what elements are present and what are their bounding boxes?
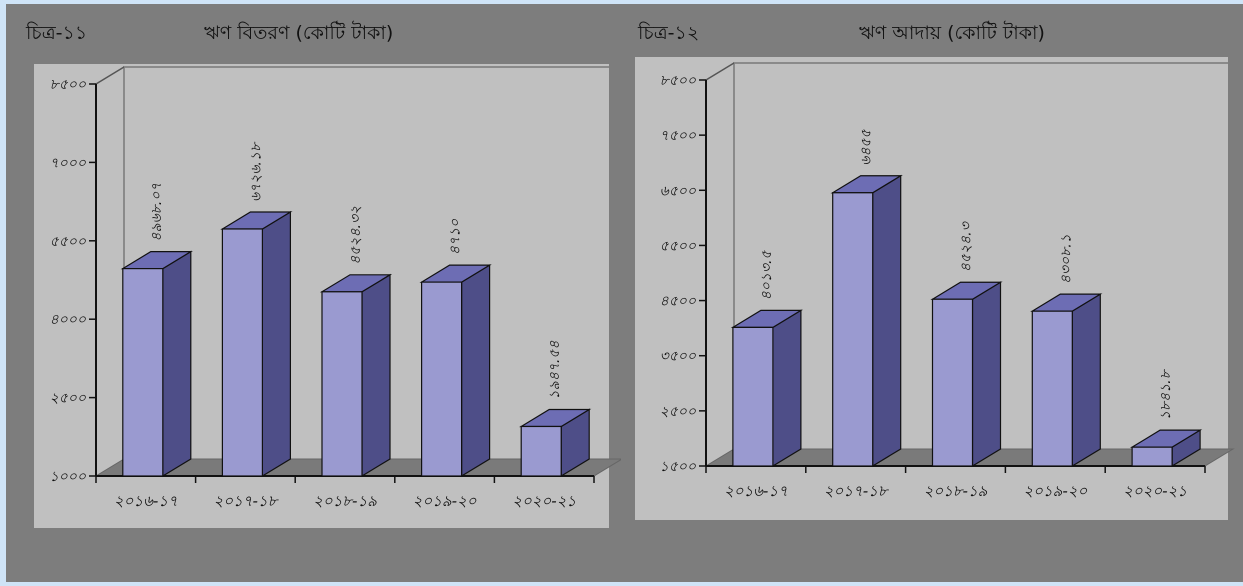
chart-svg-recovery: ১৫০০ ২৫০০ ৩৫০০ ৪৫০০ ৫৫০০ ৬৫০০ ৭৫০০ ৮৫০০ ৪০১৩.৫ ২০… — [635, 57, 1235, 520]
figure-label: চিত্র-১২ — [638, 22, 700, 44]
bar-value-label: ৪০১৩.৫ — [759, 250, 775, 301]
y-tick-label: ৩৫০০ — [660, 349, 697, 365]
bar — [931, 298, 974, 467]
bar — [221, 228, 263, 477]
x-tick-label: ২০১৮-১৯ — [924, 482, 988, 500]
bar-side — [971, 281, 1002, 468]
x-tick-label: ২০১৯-২০ — [1023, 482, 1087, 500]
frame-left-edge — [0, 0, 6, 586]
bar-value-label: ৬৭২৬.১৮ — [248, 141, 264, 202]
y-tick-label: ৫৫০০ — [50, 234, 87, 250]
y-tick-label: ৮৫০০ — [660, 73, 697, 89]
x-tick-label: ২০১৯-২০ — [413, 492, 477, 510]
bar-side — [261, 210, 291, 478]
bar — [1031, 310, 1073, 467]
bar-side — [772, 309, 802, 468]
bar — [122, 268, 164, 477]
x-tick-label: ২০১৬-১৭ — [114, 492, 178, 510]
y-tick-label: ৮৫০০ — [50, 77, 87, 93]
bar-side — [162, 250, 192, 478]
chart-svg-disbursement: ১০০০ ২৫০০ ৪০০০ ৫৫০০ ৭০০০ ৮৫০০ ৪৯৬৮.০৭ ২০১৬-১৭ ৬৭… — [34, 64, 621, 528]
bar — [421, 281, 463, 477]
bar-side — [1071, 293, 1101, 468]
bar-side — [872, 174, 902, 468]
x-tick-label: ২০২০-২১ — [512, 492, 576, 510]
y-tick-label: ৫৫০০ — [660, 238, 697, 254]
wall-corner-line — [705, 62, 735, 81]
x-tick-label: ২০১৭-১৮ — [824, 482, 890, 500]
y-tick-label: ২৫০০ — [50, 391, 87, 407]
bar-value-label: ৪৩০৮.১ — [1058, 234, 1074, 284]
y-tick-label: ৪০০০ — [50, 312, 87, 328]
bar — [832, 192, 874, 467]
y-tick-label: ১৫০০ — [660, 459, 697, 475]
bar-side — [461, 264, 491, 478]
bar-value-label: ৪৫২৪.৩২ — [348, 206, 364, 265]
x-tick-label: ২০১৬-১৭ — [724, 482, 788, 500]
bar — [520, 425, 562, 477]
bar-value-label: ১৯৪৭.৫৪ — [547, 340, 563, 400]
y-tick-label: ৪৫০০ — [660, 294, 697, 310]
wall-corner-line — [95, 66, 125, 85]
y-tick-label: ১০০০ — [50, 469, 87, 485]
chart-panel-recovery: চিত্র-১২ ঋণ আদায় (কোটি টাকা) ১৫০০ ২৫০০ ৩৫… — [621, 0, 1242, 586]
chart-title: ঋণ আদায় (কোটি টাকা) — [859, 22, 1045, 44]
bar-value-label: ৪৫২৪.৩ — [959, 220, 975, 272]
x-tick-label: ২০১৮-১৯ — [313, 492, 377, 510]
frame-bottom-edge — [0, 582, 1243, 586]
chart-title: ঋণ বিতরণ (কোটি টাকা) — [204, 22, 394, 44]
bar-value-label: ১৮৪১.৮ — [1158, 368, 1174, 420]
y-tick-label: ৭০০০ — [50, 155, 87, 171]
y-tick-label: ২৫০০ — [660, 404, 697, 420]
x-tick-label: ২০১৭-১৮ — [213, 492, 279, 510]
bar-side — [361, 273, 391, 478]
y-tick-label: ৭৫০০ — [660, 128, 697, 144]
bar — [1131, 446, 1173, 467]
x-tick-label: ২০২০-২১ — [1123, 482, 1187, 500]
bar-value-label: ৪৭১০ — [448, 218, 464, 255]
bar-value-label: ৬৪৫৫ — [859, 128, 875, 165]
figure-label: চিত্র-১১ — [26, 22, 88, 44]
y-tick-label: ৬৫০০ — [660, 183, 697, 199]
chart-panel-disbursement: চিত্র-১১ ঋণ বিতরণ (কোটি টাকা) ১০০০ ২৫০০ ৪০… — [0, 0, 621, 586]
bar-value-label: ৪৯৬৮.০৭ — [149, 183, 165, 242]
bar — [321, 291, 363, 477]
bar — [732, 326, 774, 467]
frame-top-edge — [0, 0, 1243, 4]
